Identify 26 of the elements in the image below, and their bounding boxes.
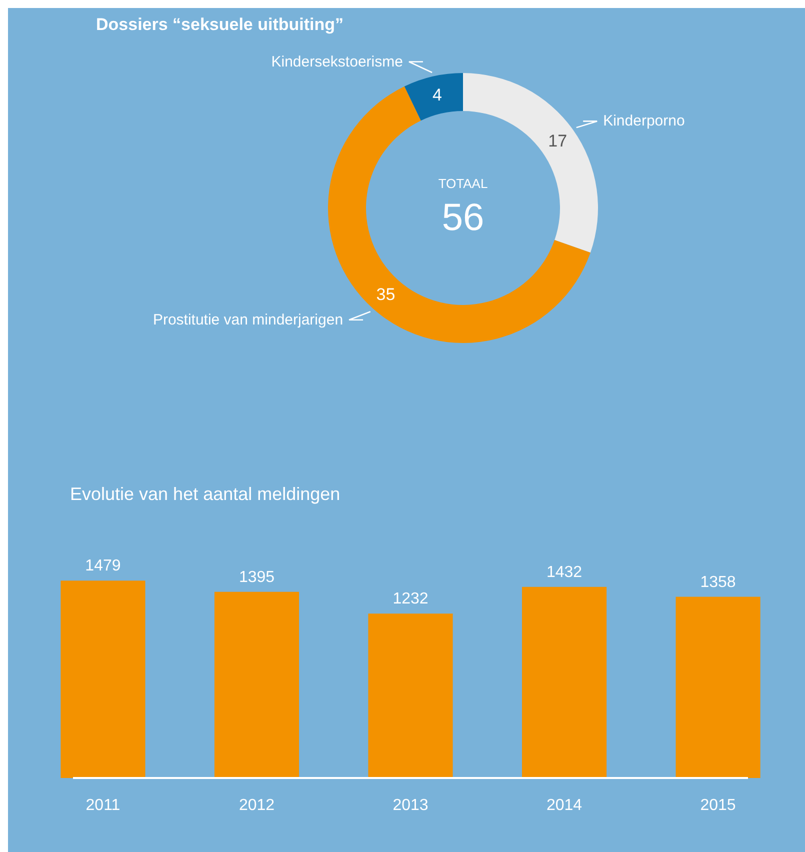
x-tick-label: 2011 <box>86 797 120 814</box>
x-tick-label: 2014 <box>546 797 582 814</box>
bar <box>60 580 146 778</box>
bar <box>522 586 607 778</box>
chart-title: Dossiers “seksuele uitbuiting” <box>96 15 344 34</box>
text: TOTAAL <box>438 176 488 191</box>
text: 56 <box>442 197 484 239</box>
bar <box>368 614 453 778</box>
x-tick-label: 2012 <box>238 797 275 814</box>
slice-label: Prostitutie van minderjarigen <box>152 311 344 328</box>
data-label: 1432 <box>546 564 582 581</box>
slice-label: Kinderporno <box>603 112 685 130</box>
donut-slice <box>404 73 463 121</box>
bar <box>214 592 300 778</box>
data-label: 17 <box>548 131 568 150</box>
data-label: 1395 <box>238 568 275 586</box>
chart-title: Evolutie van het aantal meldingen <box>70 484 340 504</box>
data-label: 4 <box>432 85 442 104</box>
bar <box>676 596 760 778</box>
data-label: 1479 <box>85 558 121 575</box>
data-label: 35 <box>376 284 396 304</box>
data-label: 1358 <box>700 574 736 591</box>
x-tick-label: 2015 <box>700 797 736 814</box>
x-tick-label: 2013 <box>392 797 428 814</box>
data-label: 1232 <box>392 590 428 608</box>
slice-label: Kindersekstoerisme <box>271 53 403 70</box>
